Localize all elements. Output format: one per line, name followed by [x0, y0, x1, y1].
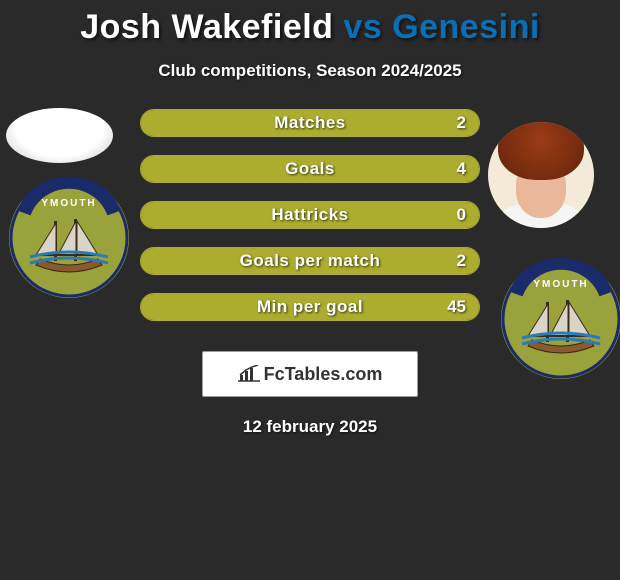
date-label: 12 february 2025: [243, 417, 377, 437]
stat-row: Goals per match2: [0, 247, 620, 275]
brand-chart-icon: [238, 365, 260, 383]
stat-value-right: 2: [140, 109, 480, 137]
title-player2: Genesini: [392, 8, 540, 46]
footer: FcTables.com 12 february 2025: [0, 351, 620, 437]
title-player1: Josh Wakefield: [80, 8, 333, 46]
stat-value-right: 45: [140, 293, 480, 321]
stat-row: Min per goal45: [0, 293, 620, 321]
stats-list: Matches2 Goals4 Hattricks0 Goals per match2…: [0, 109, 620, 321]
brand-name: FcTables.com: [264, 364, 383, 385]
stat-row: Goals4: [0, 155, 620, 183]
stats-section: Matches2 Goals4 Hattricks0 Goals per match2…: [0, 109, 620, 321]
stat-value-right: 2: [140, 247, 480, 275]
stat-row: Matches2: [0, 109, 620, 137]
brand-badge[interactable]: FcTables.com: [202, 351, 418, 397]
stat-value-right: 4: [140, 155, 480, 183]
comparison-widget: Josh Wakefield vs Genesini Club competit…: [0, 0, 620, 437]
stat-value-right: 0: [140, 201, 480, 229]
page-title: Josh Wakefield vs Genesini: [0, 0, 620, 47]
subtitle: Club competitions, Season 2024/2025: [0, 61, 620, 81]
title-vs: vs: [343, 8, 382, 46]
stat-row: Hattricks0: [0, 201, 620, 229]
